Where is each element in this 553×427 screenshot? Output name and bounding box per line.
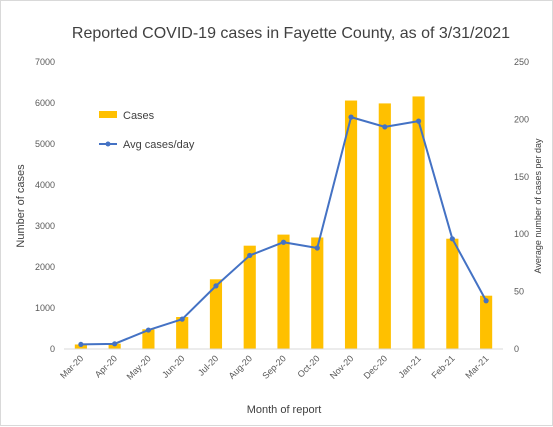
x-tick-label: Dec-20	[362, 353, 390, 381]
bar-aug-20	[243, 245, 256, 349]
y2-axis-title: Average number of cases per day	[533, 138, 543, 273]
bar-jul-20	[209, 279, 223, 349]
x-tick-label: Jun-20	[160, 353, 187, 380]
avg-point-dec-20	[382, 124, 388, 130]
bar-nov-20	[344, 100, 358, 349]
x-tick-label: Feb-21	[430, 353, 457, 380]
x-axis-title: Month of report	[247, 404, 322, 416]
bar-dec-20	[378, 103, 391, 349]
bar-sep-20	[277, 234, 290, 349]
avg-point-nov-20	[348, 114, 354, 120]
avg-point-jan-21	[415, 118, 422, 124]
plot-area	[74, 96, 493, 349]
avg-point-jun-20	[179, 316, 185, 322]
avg-point-feb-21	[449, 236, 455, 242]
y2-tick-label: 250	[514, 57, 529, 67]
y2-tick-label: 100	[514, 229, 529, 239]
bar-jun-20	[176, 317, 189, 349]
avg-point-aug-20	[247, 252, 253, 259]
avg-point-mar-21	[483, 298, 489, 304]
bar-oct-20	[311, 237, 324, 349]
x-tick-label: Nov-20	[328, 353, 356, 381]
x-tick-label: Mar-20	[58, 353, 85, 380]
y2-tick-label: 50	[514, 287, 524, 297]
legend-label-cases: Cases	[123, 110, 155, 122]
legend-swatch-cases	[99, 111, 117, 118]
bar-may-20	[142, 329, 155, 349]
legend: Cases Avg cases/day	[99, 110, 195, 151]
y-tick-label: 7000	[35, 57, 55, 67]
y-tick-label: 0	[50, 344, 55, 354]
legend-swatch-avg-marker	[105, 141, 111, 147]
y-tick-label: 5000	[35, 139, 55, 149]
y-tick-label: 6000	[35, 98, 55, 108]
y-tick-label: 3000	[35, 221, 55, 231]
y2-tick-label: 0	[514, 344, 519, 354]
y-tick-label: 4000	[35, 180, 55, 190]
bar-jan-21	[412, 96, 425, 349]
bar-feb-21	[446, 238, 459, 349]
x-tick-label: May-20	[125, 353, 153, 381]
y-axis-title: Number of cases	[15, 164, 27, 248]
avg-point-jul-20	[213, 283, 219, 289]
x-tick-label: Aug-20	[227, 353, 255, 381]
avg-point-may-20	[145, 327, 152, 333]
legend-label-avg-cases-per-day: Avg cases/day	[123, 139, 195, 151]
x-tick-label: Jul-20	[196, 353, 220, 377]
avg-point-oct-20	[314, 245, 320, 251]
y2-tick-label: 150	[514, 172, 529, 182]
x-tick-label: Mar-21	[463, 353, 490, 380]
avg-point-apr-20	[112, 341, 118, 347]
x-tick-label: Oct-20	[296, 353, 322, 379]
x-tick-label: Sep-20	[260, 353, 288, 381]
y2-tick-label: 200	[514, 114, 529, 124]
bar-mar-21	[480, 295, 493, 349]
chart-title: Reported COVID-19 cases in Fayette Count…	[72, 25, 510, 42]
avg-point-mar-20	[78, 341, 84, 348]
avg-point-sep-20	[280, 239, 287, 245]
x-tick-label: Apr-20	[93, 353, 119, 379]
y-tick-label: 1000	[35, 303, 55, 313]
x-tick-label: Jan-21	[396, 353, 423, 380]
y-tick-label: 2000	[35, 262, 55, 272]
